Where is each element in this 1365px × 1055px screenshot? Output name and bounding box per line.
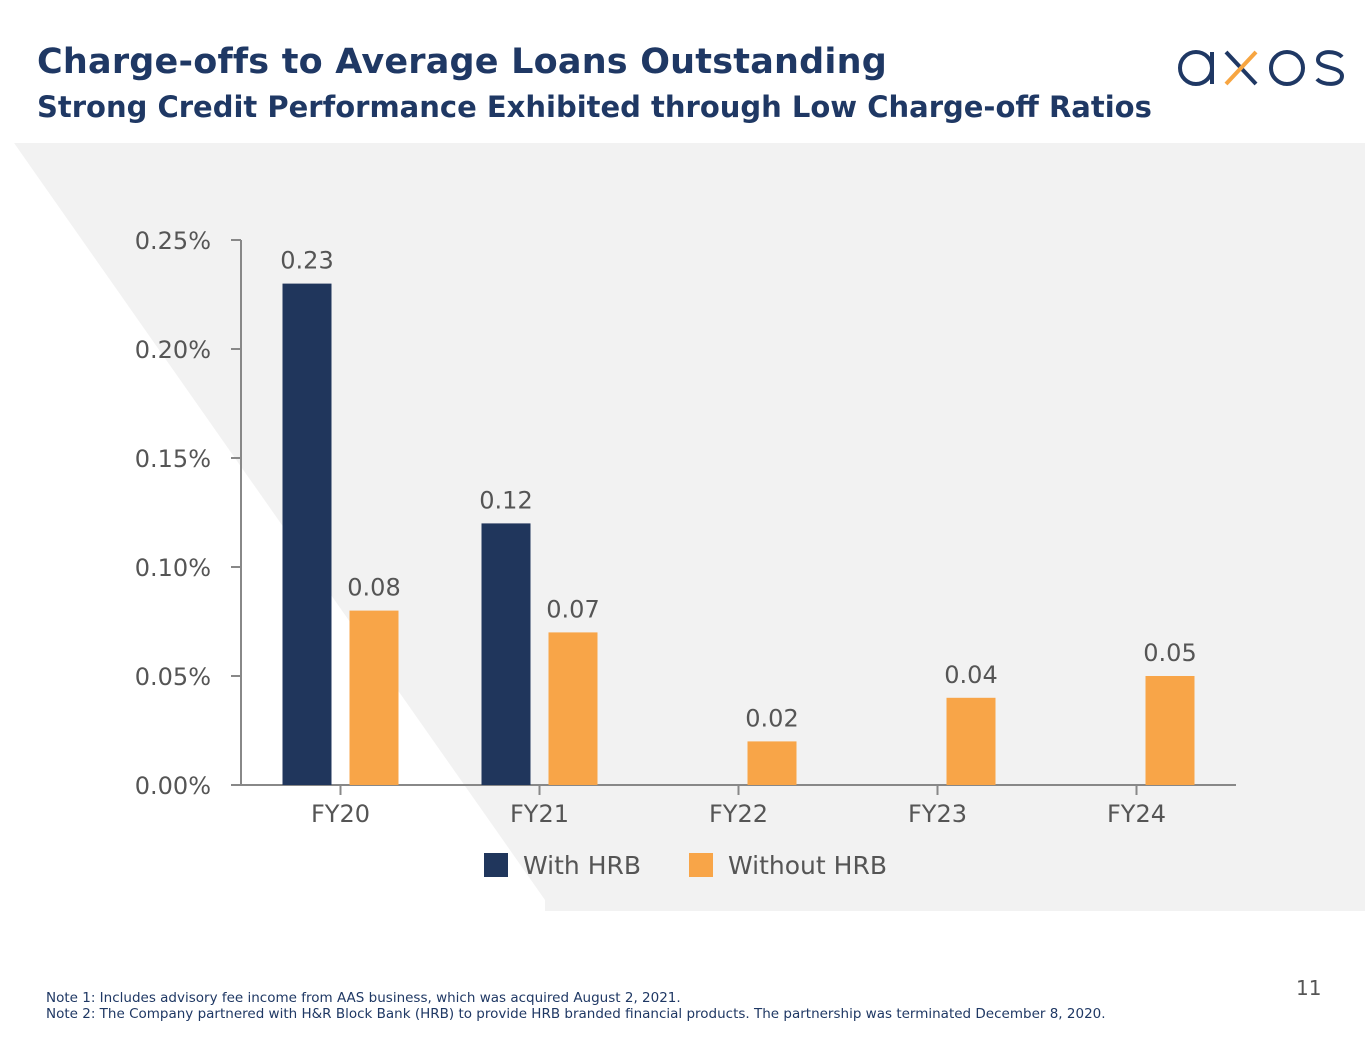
y-tick-label: 0.15%: [135, 445, 211, 473]
legend-swatch-with-hrb: [484, 853, 508, 877]
x-tick-label: FY21: [510, 800, 569, 828]
bar-without-hrb: [946, 697, 996, 785]
legend-swatch-without-hrb: [689, 853, 713, 877]
page-title: Charge-offs to Average Loans Outstanding: [37, 42, 887, 82]
x-tick-label: FY23: [908, 800, 967, 828]
bar-with-hrb: [481, 523, 531, 785]
background-diagonal-cut: [0, 143, 545, 911]
footnotes: Note 1: Includes advisory fee income fro…: [46, 990, 1106, 1022]
x-tick-label: FY22: [709, 800, 768, 828]
bar-without-hrb: [747, 741, 797, 785]
bar-without-hrb: [349, 610, 399, 785]
bar-with-hrb: [282, 283, 332, 785]
y-tick-label: 0.05%: [135, 663, 211, 691]
y-tick-label: 0.20%: [135, 336, 211, 364]
data-label-without-hrb: 0.02: [745, 704, 798, 732]
legend-label-with-hrb: With HRB: [523, 851, 641, 880]
data-label-with-hrb: 0.23: [280, 247, 333, 275]
axos-logo-icon: [1178, 50, 1345, 86]
data-label-without-hrb: 0.05: [1143, 639, 1196, 667]
bar-without-hrb: [1145, 676, 1195, 785]
bar-chart: 0.00% 0.05% 0.10% 0.15% 0.20% 0.25% FY20 0.23 0.…: [135, 227, 1236, 880]
bar-without-hrb: [548, 632, 598, 785]
y-tick-label: 0.10%: [135, 554, 211, 582]
x-tick-label: FY20: [311, 800, 370, 828]
logo-letter-x-stroke-2: [1224, 50, 1258, 86]
y-tick-label: 0.00%: [135, 772, 211, 800]
page-number: 11: [1296, 976, 1322, 1000]
data-label-with-hrb: 0.12: [479, 486, 532, 514]
legend-label-without-hrb: Without HRB: [728, 851, 887, 880]
data-label-without-hrb: 0.04: [944, 661, 997, 689]
footnote-1: Note 1: Includes advisory fee income fro…: [46, 990, 681, 1006]
logo-letter-o: [1269, 50, 1305, 86]
data-label-without-hrb: 0.08: [347, 574, 400, 602]
data-label-without-hrb: 0.07: [546, 595, 599, 623]
x-tick-label: FY24: [1107, 800, 1166, 828]
background-panel-shape: [14, 143, 1365, 911]
background-panel: [0, 143, 1365, 911]
footnote-2: Note 2: The Company partnered with H&R B…: [46, 1006, 1106, 1022]
y-tick-label: 0.25%: [135, 227, 211, 255]
logo-letter-a-bowl: [1178, 50, 1214, 86]
page-subtitle: Strong Credit Performance Exhibited thro…: [37, 90, 1152, 124]
logo-letter-s: [1315, 50, 1345, 86]
